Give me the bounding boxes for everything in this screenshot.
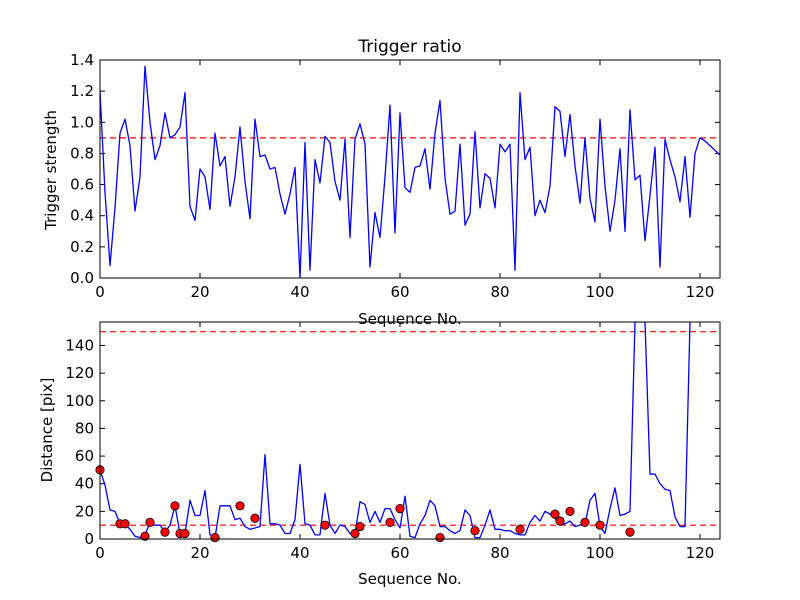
plot-area <box>100 322 720 539</box>
y-tick-label: 140 <box>65 337 94 355</box>
x-tick-label: 60 <box>390 544 409 562</box>
y-tick-label: 100 <box>65 392 94 410</box>
series-line <box>100 322 691 539</box>
x-axis-label: Sequence No. <box>358 310 462 328</box>
x-tick-label: 60 <box>390 283 409 301</box>
data-point-marker <box>435 533 445 543</box>
plot-frame <box>99 321 721 540</box>
y-tick-label: 1.4 <box>70 51 94 69</box>
x-tick-label: 0 <box>95 544 105 562</box>
data-point-marker <box>120 519 130 529</box>
data-point-marker <box>350 528 360 539</box>
series-line <box>100 65 720 278</box>
x-tick-label: 100 <box>586 544 615 562</box>
series-group <box>100 65 720 278</box>
y-tick-label: 0.8 <box>70 144 94 162</box>
data-point-marker <box>515 524 525 534</box>
y-tick-label: 120 <box>65 364 94 382</box>
data-point-marker <box>470 526 480 536</box>
x-tick-label: 20 <box>190 283 209 301</box>
plot-frame <box>99 59 721 279</box>
x-tick-label: 120 <box>686 544 715 562</box>
x-axis-label: Sequence No. <box>358 570 462 588</box>
y-tick-label: 1.0 <box>70 113 94 131</box>
data-point-marker <box>385 517 395 528</box>
distance-chart: Sequence No. Distance [pix] 0 20 40 60 80 100… <box>38 321 721 588</box>
y-tick-label: 80 <box>75 419 94 437</box>
plot-area <box>100 65 720 278</box>
y-tick-label: 40 <box>75 475 94 493</box>
series-group <box>95 322 720 543</box>
tick-group: 0 20 40 60 80 100 120 0.0 0.2 0.4 0.6 0.8 1.0 1.2 1.4 <box>70 51 720 301</box>
data-point-marker <box>565 506 575 516</box>
x-tick-label: 80 <box>490 544 509 562</box>
data-point-marker <box>235 501 245 511</box>
y-axis-label: Trigger strength <box>42 110 60 231</box>
data-point-marker <box>395 503 405 514</box>
data-point-marker <box>355 521 365 532</box>
data-point-marker <box>595 520 605 530</box>
data-point-marker <box>625 527 635 537</box>
x-tick-label: 0 <box>95 283 105 301</box>
y-tick-label: 0.2 <box>70 238 94 256</box>
data-point-marker <box>210 533 220 543</box>
data-point-marker <box>160 527 170 537</box>
data-point-marker <box>180 528 190 539</box>
y-tick-label: 0.0 <box>70 269 94 287</box>
x-tick-label: 40 <box>290 544 309 562</box>
tick-group: 0 20 40 60 80 100 120 0 20 40 60 80 100 120 140 <box>65 322 720 562</box>
chart-title: Trigger ratio <box>357 37 461 57</box>
trigger-ratio-chart: Trigger ratio Sequence No. Trigger stren… <box>42 37 721 328</box>
y-tick-label: 60 <box>75 447 94 465</box>
x-tick-label: 120 <box>686 283 715 301</box>
data-point-marker <box>320 520 330 530</box>
x-tick-label: 40 <box>290 283 309 301</box>
data-point-marker <box>550 509 560 519</box>
y-tick-label: 20 <box>75 502 94 520</box>
data-point-marker <box>555 516 565 526</box>
y-tick-label: 1.2 <box>70 82 94 100</box>
data-point-marker <box>250 513 260 523</box>
y-tick-label: 0.6 <box>70 176 94 194</box>
y-tick-label: 0 <box>84 530 94 548</box>
data-point-marker <box>170 501 180 511</box>
x-tick-label: 100 <box>586 283 615 301</box>
data-point-marker <box>580 517 590 528</box>
y-axis-label: Distance [pix] <box>38 378 56 483</box>
x-tick-label: 80 <box>490 283 509 301</box>
y-tick-label: 0.4 <box>70 207 94 225</box>
data-point-marker <box>145 517 155 528</box>
data-point-marker <box>140 531 150 541</box>
x-tick-label: 20 <box>190 544 209 562</box>
